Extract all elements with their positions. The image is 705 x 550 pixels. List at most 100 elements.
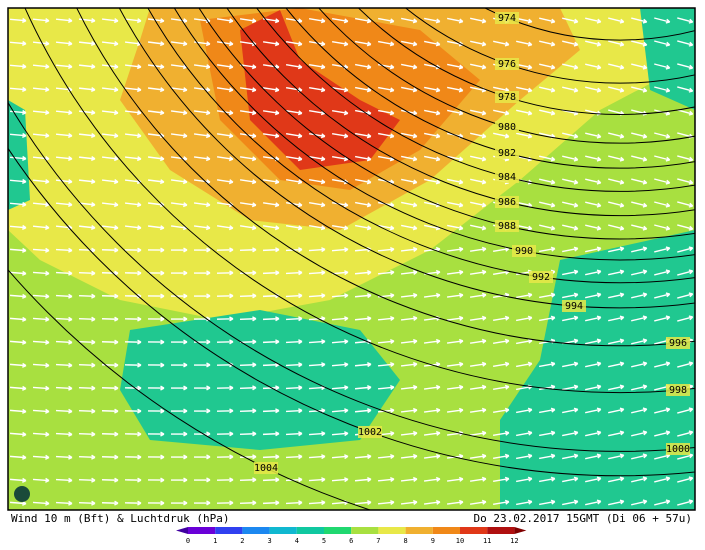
wind-arrow <box>654 269 671 276</box>
wind-arrow <box>193 225 211 231</box>
wind-arrow <box>193 385 211 391</box>
wind-arrow <box>262 454 280 460</box>
wind-arrow <box>423 384 441 390</box>
wind-arrow <box>170 431 188 437</box>
wind-arrow <box>239 110 257 116</box>
wind-arrow <box>147 41 165 47</box>
wind-arrow <box>631 40 648 47</box>
wind-arrow <box>562 132 579 139</box>
wind-arrow <box>124 500 142 506</box>
wind-arrow <box>469 384 487 390</box>
isobar-label-bg <box>495 147 519 159</box>
wind-arrow <box>378 109 395 116</box>
wind-arrow <box>585 178 602 185</box>
wind-arrow <box>101 500 119 506</box>
wind-arrow <box>447 224 464 231</box>
wind-arrow <box>170 385 188 391</box>
wind-arrow <box>32 109 50 115</box>
wind-arrow <box>78 202 96 208</box>
wind-arrow <box>401 132 418 139</box>
wind-arrow <box>9 40 27 46</box>
wind-arrow <box>78 64 96 70</box>
wind-arrow <box>516 86 533 93</box>
wind-arrow <box>585 40 602 47</box>
wind-arrow <box>401 40 418 47</box>
wind-arrow <box>631 63 648 70</box>
wind-arrow <box>331 40 349 47</box>
wind-arrow <box>447 86 464 93</box>
wind-arrow <box>32 339 50 345</box>
wind-arrow <box>101 41 119 47</box>
wind-arrow <box>492 338 510 344</box>
wind-arrow <box>515 292 533 299</box>
wind-arrow <box>216 156 234 162</box>
wind-arrow <box>55 500 73 506</box>
wind-arrow <box>631 246 648 253</box>
wind-arrow <box>78 431 96 437</box>
wind-arrow <box>78 18 96 24</box>
wind-arrow <box>331 293 349 299</box>
wind-arrow <box>446 499 464 505</box>
wind-arrow <box>193 500 211 506</box>
wind-arrow <box>539 453 556 460</box>
wind-arrow <box>32 477 50 483</box>
wind-arrow <box>631 155 648 162</box>
wind-arrow <box>539 361 556 368</box>
wind-arrow <box>677 246 694 253</box>
wind-arrow <box>101 247 119 253</box>
wind-arrow <box>377 384 395 391</box>
wind-arrow <box>677 315 694 322</box>
wind-arrow <box>446 476 464 482</box>
wind-arrow <box>331 431 349 437</box>
wind-arrow <box>78 156 96 162</box>
wind-arrow <box>101 431 119 437</box>
wind-arrow <box>101 202 119 208</box>
wind-arrow <box>470 201 487 208</box>
wind-arrow <box>585 132 602 139</box>
isobar <box>24 8 695 393</box>
wind-arrow <box>101 156 119 162</box>
wind-arrow <box>378 132 395 139</box>
wind-arrow <box>32 293 50 299</box>
wind-arrow <box>585 476 602 483</box>
wind-arrow <box>78 316 96 322</box>
isobar-label: 994 <box>565 301 583 312</box>
wind-arrow <box>677 86 694 93</box>
wind-arrow <box>170 133 188 139</box>
wind-arrow <box>216 18 234 24</box>
wind-arrow <box>469 453 487 459</box>
wind-arrow <box>469 430 487 436</box>
wind-arrow <box>101 339 119 345</box>
wind-arrow <box>262 431 280 437</box>
wind-arrow <box>285 270 303 276</box>
isobar-label-bg <box>529 271 553 283</box>
wind-arrow <box>9 339 27 345</box>
wind-arrow <box>354 293 372 299</box>
wind-arrow <box>424 109 441 116</box>
wind-arrow <box>9 408 27 414</box>
wind-arrow <box>562 499 579 506</box>
wind-arrow <box>423 453 441 459</box>
wind-arrow <box>32 408 50 414</box>
wind-arrow <box>515 476 533 483</box>
wind-arrow <box>9 224 27 230</box>
wind-arrow <box>9 247 27 253</box>
wind-arrow <box>401 201 418 208</box>
wind-arrow <box>9 385 27 391</box>
wind-arrow <box>308 362 326 368</box>
wind-arrow <box>262 247 280 253</box>
wind-arrow <box>539 292 556 299</box>
wind-arrow <box>331 247 349 253</box>
wind-arrow <box>377 407 395 414</box>
wind-arrow <box>9 132 27 138</box>
wind-arrow <box>400 338 418 344</box>
wind-arrow <box>677 109 694 116</box>
wind-arrow <box>170 202 188 208</box>
wind-arrow <box>562 224 579 231</box>
wind-arrow <box>677 499 694 506</box>
wind-arrow <box>78 477 96 483</box>
wind-arrow <box>331 477 349 483</box>
wind-arrow <box>608 361 625 368</box>
wind-arrow <box>562 315 579 322</box>
